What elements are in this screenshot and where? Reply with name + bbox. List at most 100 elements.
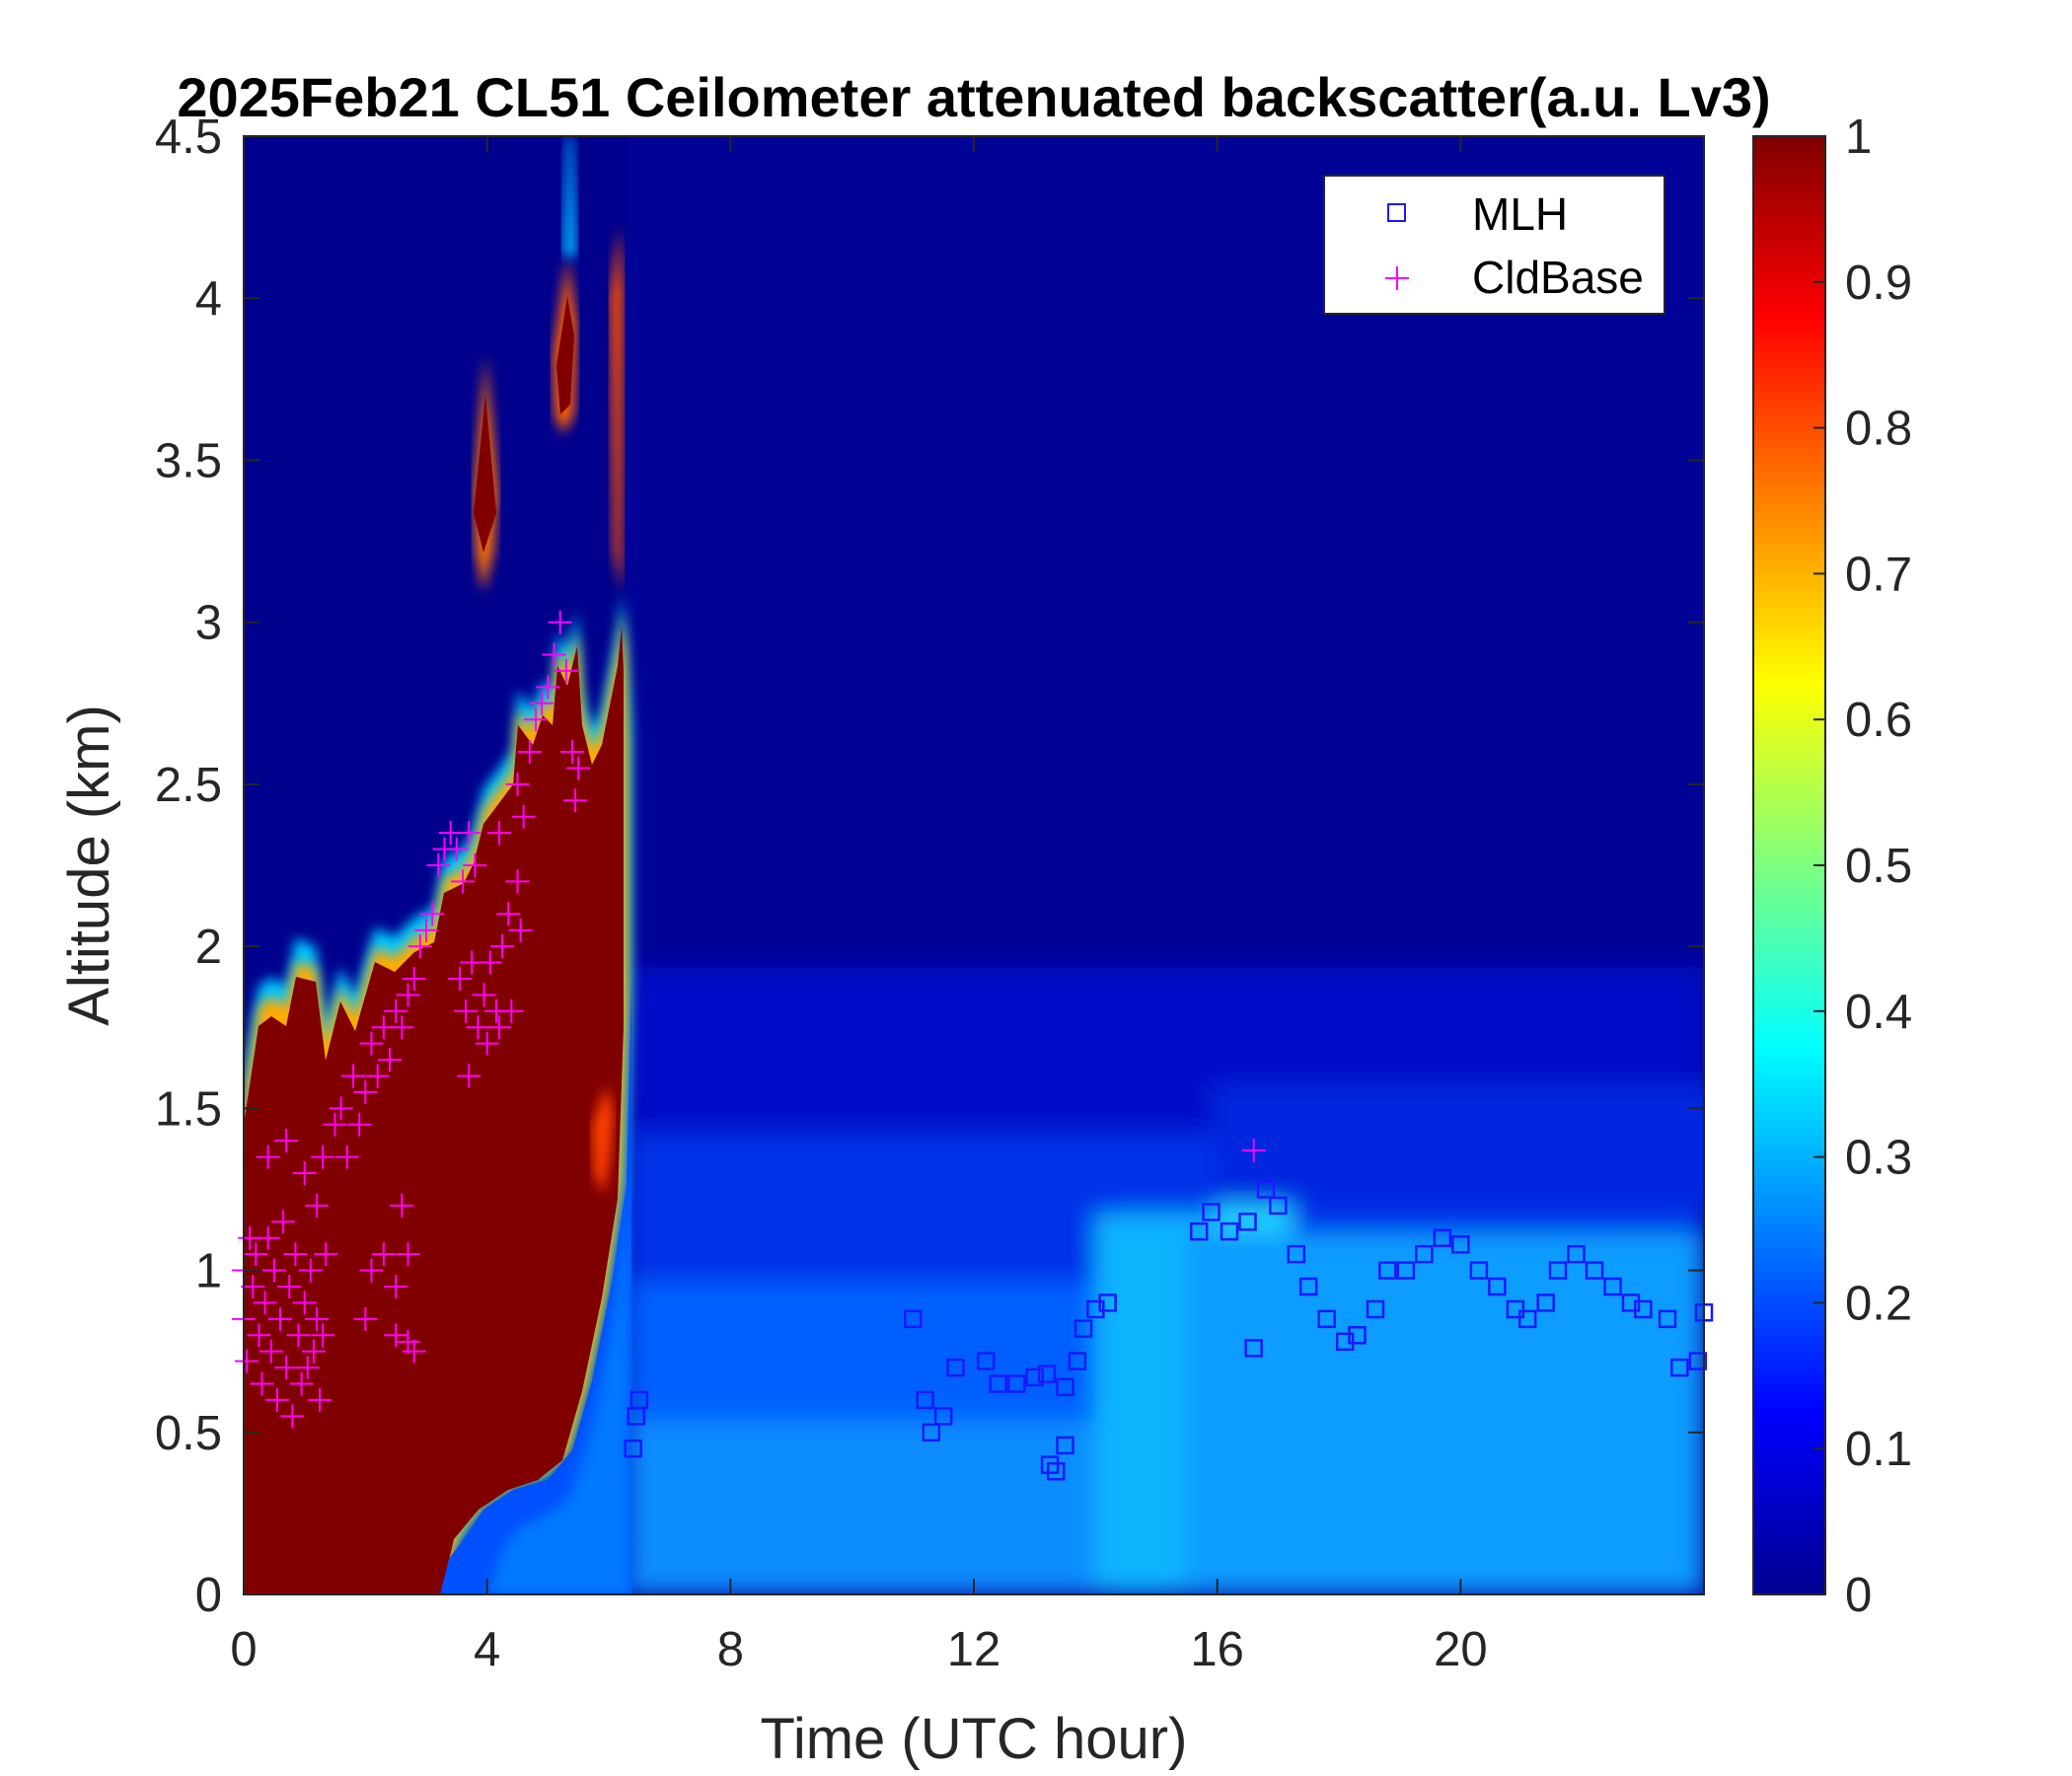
cldbase-marker (323, 1112, 347, 1137)
mlh-marker (1433, 1228, 1452, 1247)
cldbase-marker (286, 1323, 311, 1348)
cldbase-marker (271, 1210, 296, 1234)
cldbase-marker (359, 1031, 384, 1056)
mlh-marker (1317, 1309, 1336, 1329)
mlh-marker (1006, 1374, 1026, 1393)
cldbase-marker (390, 1015, 414, 1040)
x-tick-label: 12 (947, 1623, 1001, 1676)
cldbase-marker (511, 804, 536, 829)
mlh-marker (1348, 1325, 1367, 1345)
y-axis-label: Altitude (km) (57, 704, 121, 1026)
cldbase-marker (487, 821, 511, 846)
cldbase-marker (414, 918, 438, 942)
cldbase-marker (566, 756, 591, 780)
cldbase-marker (536, 675, 560, 700)
cldbase-marker (402, 1339, 426, 1364)
cldbase-marker (235, 1349, 259, 1373)
colorbar-tick-label: 0.6 (1845, 694, 1912, 747)
cldbase-marker (396, 1329, 420, 1354)
colorbar-tick-label: 0.3 (1845, 1132, 1912, 1185)
y-tick-label: 3 (195, 597, 222, 650)
cldbase-marker (490, 934, 515, 959)
mlh-marker (624, 1439, 642, 1458)
cldbase-marker (454, 999, 479, 1023)
colorbar-tick-label: 0.4 (1845, 986, 1912, 1039)
mlh-marker (1025, 1368, 1044, 1387)
cldbase-marker (472, 983, 496, 1007)
cldbase-marker (280, 1404, 305, 1429)
cldbase-marker (487, 1015, 511, 1040)
cldbase-marker (274, 1356, 299, 1380)
colorbar-tick-label: 0.9 (1845, 257, 1912, 310)
x-tick-label: 20 (1434, 1623, 1488, 1676)
cldbase-marker (250, 1371, 274, 1396)
y-tick-label: 4.5 (155, 111, 222, 164)
mlh-marker (977, 1352, 996, 1370)
mlh-marker (1256, 1180, 1276, 1199)
mlh-marker (1451, 1235, 1470, 1254)
mlh-marker (1047, 1461, 1066, 1481)
cldbase-marker (402, 966, 426, 991)
cldbase-marker (378, 1048, 402, 1073)
cldbase-marker (407, 934, 432, 959)
mlh-marker (1037, 1365, 1057, 1383)
cldbase-marker (311, 1145, 335, 1169)
mlh-marker (1396, 1261, 1416, 1280)
mlh-marker (1287, 1244, 1306, 1264)
mlh-marker (1298, 1277, 1318, 1296)
y-tick-label: 1 (195, 1245, 222, 1298)
cldbase-marker (311, 1323, 335, 1348)
cldbase-marker (359, 1258, 384, 1283)
x-axis-label: Time (UTC hour) (761, 1707, 1188, 1771)
mlh-marker (904, 1309, 923, 1329)
mlh-marker (1536, 1294, 1555, 1312)
cldbase-marker (253, 1291, 277, 1315)
cldbase-marker (530, 691, 555, 715)
legend-mlh-square-icon (1387, 203, 1406, 222)
x-tick-label: 8 (717, 1623, 744, 1676)
cldbase-marker (244, 1242, 268, 1267)
mlh-marker (916, 1390, 934, 1410)
cldbase-marker (384, 999, 408, 1023)
cldbase-marker (264, 1387, 289, 1412)
cldbase-marker (353, 1079, 378, 1104)
cldbase-marker (475, 1031, 499, 1056)
mlh-marker (1335, 1332, 1355, 1352)
cldbase-marker (524, 707, 548, 732)
heatmap-layer-cloud (244, 136, 631, 1594)
mlh-marker (1189, 1221, 1209, 1241)
cldbase-marker (334, 1145, 359, 1169)
cldbase-marker (329, 1096, 353, 1121)
y-tick-label: 2.5 (155, 759, 222, 812)
mlh-marker (1634, 1299, 1653, 1319)
mlh-marker (1658, 1309, 1677, 1329)
cldbase-marker (390, 1193, 414, 1218)
mlh-marker (1603, 1277, 1622, 1296)
x-axis: 0 4 8 12 16 20 (230, 136, 1488, 1676)
cldbase-marker (371, 1242, 396, 1267)
colorbar-tick-label: 0 (1845, 1569, 1872, 1622)
legend-cldbase-plus-icon (1385, 266, 1409, 290)
mlh-marker (922, 1423, 941, 1443)
cldbase-marker (347, 1112, 372, 1137)
cldbase-marker (444, 837, 469, 861)
cldbase-marker (308, 1387, 333, 1412)
cldbase-marker (463, 853, 487, 877)
mlh-marker (1098, 1294, 1117, 1312)
colorbar-tick-label: 0.1 (1845, 1423, 1912, 1476)
mlh-marker (989, 1374, 1007, 1393)
cldbase-marker (426, 853, 451, 877)
colorbar-ticks: 0 0.1 0.2 0.3 0.4 0.5 0.6 0.7 0.8 0.9 1 (1813, 111, 1912, 1622)
cldbase-marker (292, 1161, 317, 1186)
cldbase-marker (563, 788, 588, 813)
mlh-marker (1040, 1455, 1060, 1474)
colorbar-gradient (1753, 136, 1825, 1594)
cldbase-marker (420, 902, 445, 926)
y-axis: 0 0.5 1 1.5 2 2.5 3 3.5 4 4.5 (155, 111, 1704, 1622)
mlh-marker (1366, 1299, 1385, 1319)
cldbase-marker (508, 918, 533, 942)
cldbase-marker (241, 1274, 265, 1298)
cldbase-marker (466, 1015, 490, 1040)
cldbase-marker (261, 1258, 286, 1283)
